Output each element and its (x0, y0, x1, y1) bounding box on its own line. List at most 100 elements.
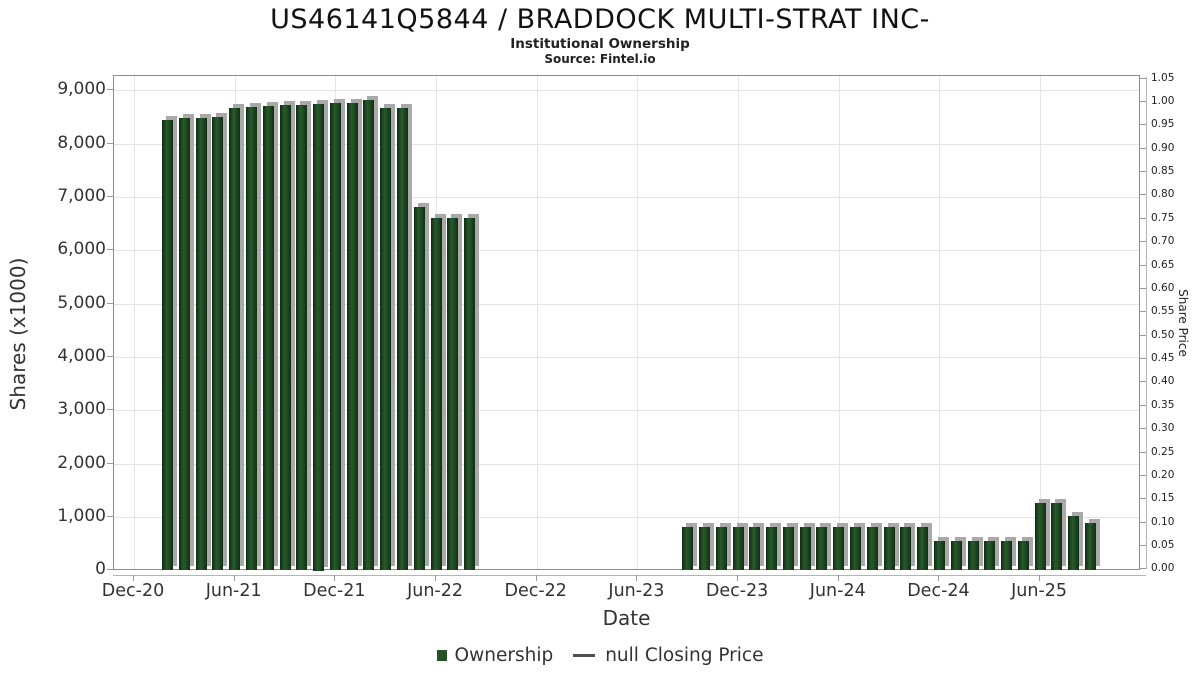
y-axis-tick-right (1140, 241, 1146, 243)
y-axis-tick-left (107, 302, 113, 304)
v-gridline (1040, 76, 1042, 569)
x-axis-tick (535, 575, 537, 581)
v-gridline (134, 76, 135, 569)
ownership-bar (464, 217, 476, 571)
x-axis-tick (938, 575, 940, 581)
y-axis-tick-right (1140, 521, 1146, 523)
h-gridline (114, 357, 1139, 359)
y-axis-tick-right (1140, 498, 1146, 500)
h-gridline (114, 303, 1139, 305)
y-axis-label-left: 8,000 (57, 132, 106, 153)
ownership-bar (732, 527, 744, 571)
y-axis-tick-left (107, 516, 113, 518)
ownership-bar (313, 103, 325, 571)
x-axis-tick (233, 575, 235, 581)
h-gridline (114, 90, 1139, 92)
x-axis-tick (133, 575, 134, 581)
y-axis-label-right: 0.75 (1151, 211, 1175, 224)
h-gridline (114, 143, 1139, 145)
ownership-bar (1001, 541, 1013, 571)
ownership-bar (917, 527, 929, 571)
y-axis-tick-right (1140, 171, 1146, 173)
y-axis-tick-right (1140, 404, 1146, 406)
ownership-bar (229, 107, 241, 571)
y-axis-label-right: 0.80 (1151, 188, 1175, 201)
ownership-bar (346, 102, 358, 571)
y-axis-label-right: 0.35 (1151, 398, 1175, 411)
plot-area (113, 75, 1140, 571)
x-axis-title: Date (602, 606, 651, 630)
y-axis-title-right: Share Price (1176, 289, 1190, 357)
ownership-bar (363, 100, 375, 571)
y-axis-tick-right (1140, 474, 1146, 476)
chart-source: Source: Fintel.io (544, 52, 656, 66)
y-axis-tick-left (107, 249, 113, 251)
y-axis-label-right: 0.65 (1151, 258, 1175, 271)
y-axis-label-right: 0.70 (1151, 235, 1175, 248)
y-axis-label-right: 0.90 (1151, 141, 1175, 154)
y-axis-label-right: 1.00 (1151, 94, 1175, 107)
y-axis-tick-right (1140, 287, 1146, 289)
y-axis-tick-right (1140, 147, 1146, 149)
y-axis-tick-left (107, 196, 113, 197)
y-axis-label-right: 0.55 (1151, 305, 1175, 318)
y-axis-label-left: 9,000 (57, 79, 106, 100)
right-axis-line (1146, 77, 1147, 569)
y-axis-tick-right (1140, 334, 1146, 336)
ownership-bar (816, 527, 828, 571)
ownership-bar (447, 217, 459, 571)
y-axis-label-left: 7,000 (57, 186, 106, 206)
h-gridline (114, 197, 1139, 198)
ownership-bar (766, 527, 778, 571)
y-axis-tick-right (1140, 428, 1146, 430)
y-axis-label-right: 0.05 (1151, 539, 1175, 552)
y-axis-tick-left (107, 356, 113, 358)
closing-price-line-icon (573, 654, 596, 657)
ownership-series-swatch-icon (436, 650, 447, 661)
x-axis-tick-baseline (113, 575, 1146, 576)
v-gridline (738, 76, 740, 569)
x-axis-label: Jun-23 (608, 581, 665, 601)
ownership-bar (682, 527, 694, 571)
y-axis-tick-right (1140, 381, 1146, 383)
y-axis-tick-right (1140, 545, 1146, 547)
x-axis-label: Jun-21 (205, 581, 262, 601)
y-axis-label-right: 0.15 (1151, 492, 1175, 505)
ownership-bar (967, 541, 979, 571)
ownership-bar (850, 527, 862, 571)
y-axis-label-right: 0.00 (1151, 562, 1175, 575)
ownership-bar (430, 218, 442, 571)
x-axis-label: Jun-25 (1011, 581, 1068, 601)
v-gridline (939, 76, 941, 569)
y-axis-tick-right (1140, 311, 1146, 313)
x-axis-tick (636, 575, 638, 581)
ownership-bar (833, 527, 845, 571)
ownership-bar (1084, 523, 1096, 571)
y-axis-tick-right (1140, 77, 1146, 79)
x-axis-label: Dec-21 (303, 581, 366, 601)
y-axis-tick-left (107, 142, 113, 144)
h-gridline (114, 250, 1139, 252)
ownership-bar (329, 102, 341, 571)
chart-subtitle: Institutional Ownership (510, 36, 690, 52)
y-axis-tick-right (1140, 194, 1146, 196)
x-axis-tick (334, 575, 336, 581)
h-gridline (114, 410, 1139, 412)
y-axis-label-left: 5,000 (57, 292, 106, 313)
ownership-bar (296, 104, 308, 571)
y-axis-tick-right (1140, 568, 1146, 570)
y-axis-label-left: 4,000 (57, 346, 106, 367)
y-axis-label-right: 1.05 (1151, 71, 1175, 84)
ownership-bar (413, 206, 425, 571)
chart-title: US46141Q5844 / BRADDOCK MULTI-STRAT INC- (270, 4, 930, 35)
x-axis-label: Dec-22 (504, 581, 567, 601)
x-axis-label: Jun-22 (407, 581, 463, 601)
v-gridline (637, 76, 639, 569)
x-axis-tick (1039, 575, 1041, 581)
y-axis-label-left: 1,000 (57, 506, 106, 527)
x-axis-tick (435, 575, 437, 581)
y-axis-label-right: 0.45 (1151, 352, 1175, 365)
ownership-bar (162, 120, 174, 571)
x-axis-label: Dec-23 (705, 581, 769, 601)
legend-label-ownership: Ownership (454, 645, 554, 666)
